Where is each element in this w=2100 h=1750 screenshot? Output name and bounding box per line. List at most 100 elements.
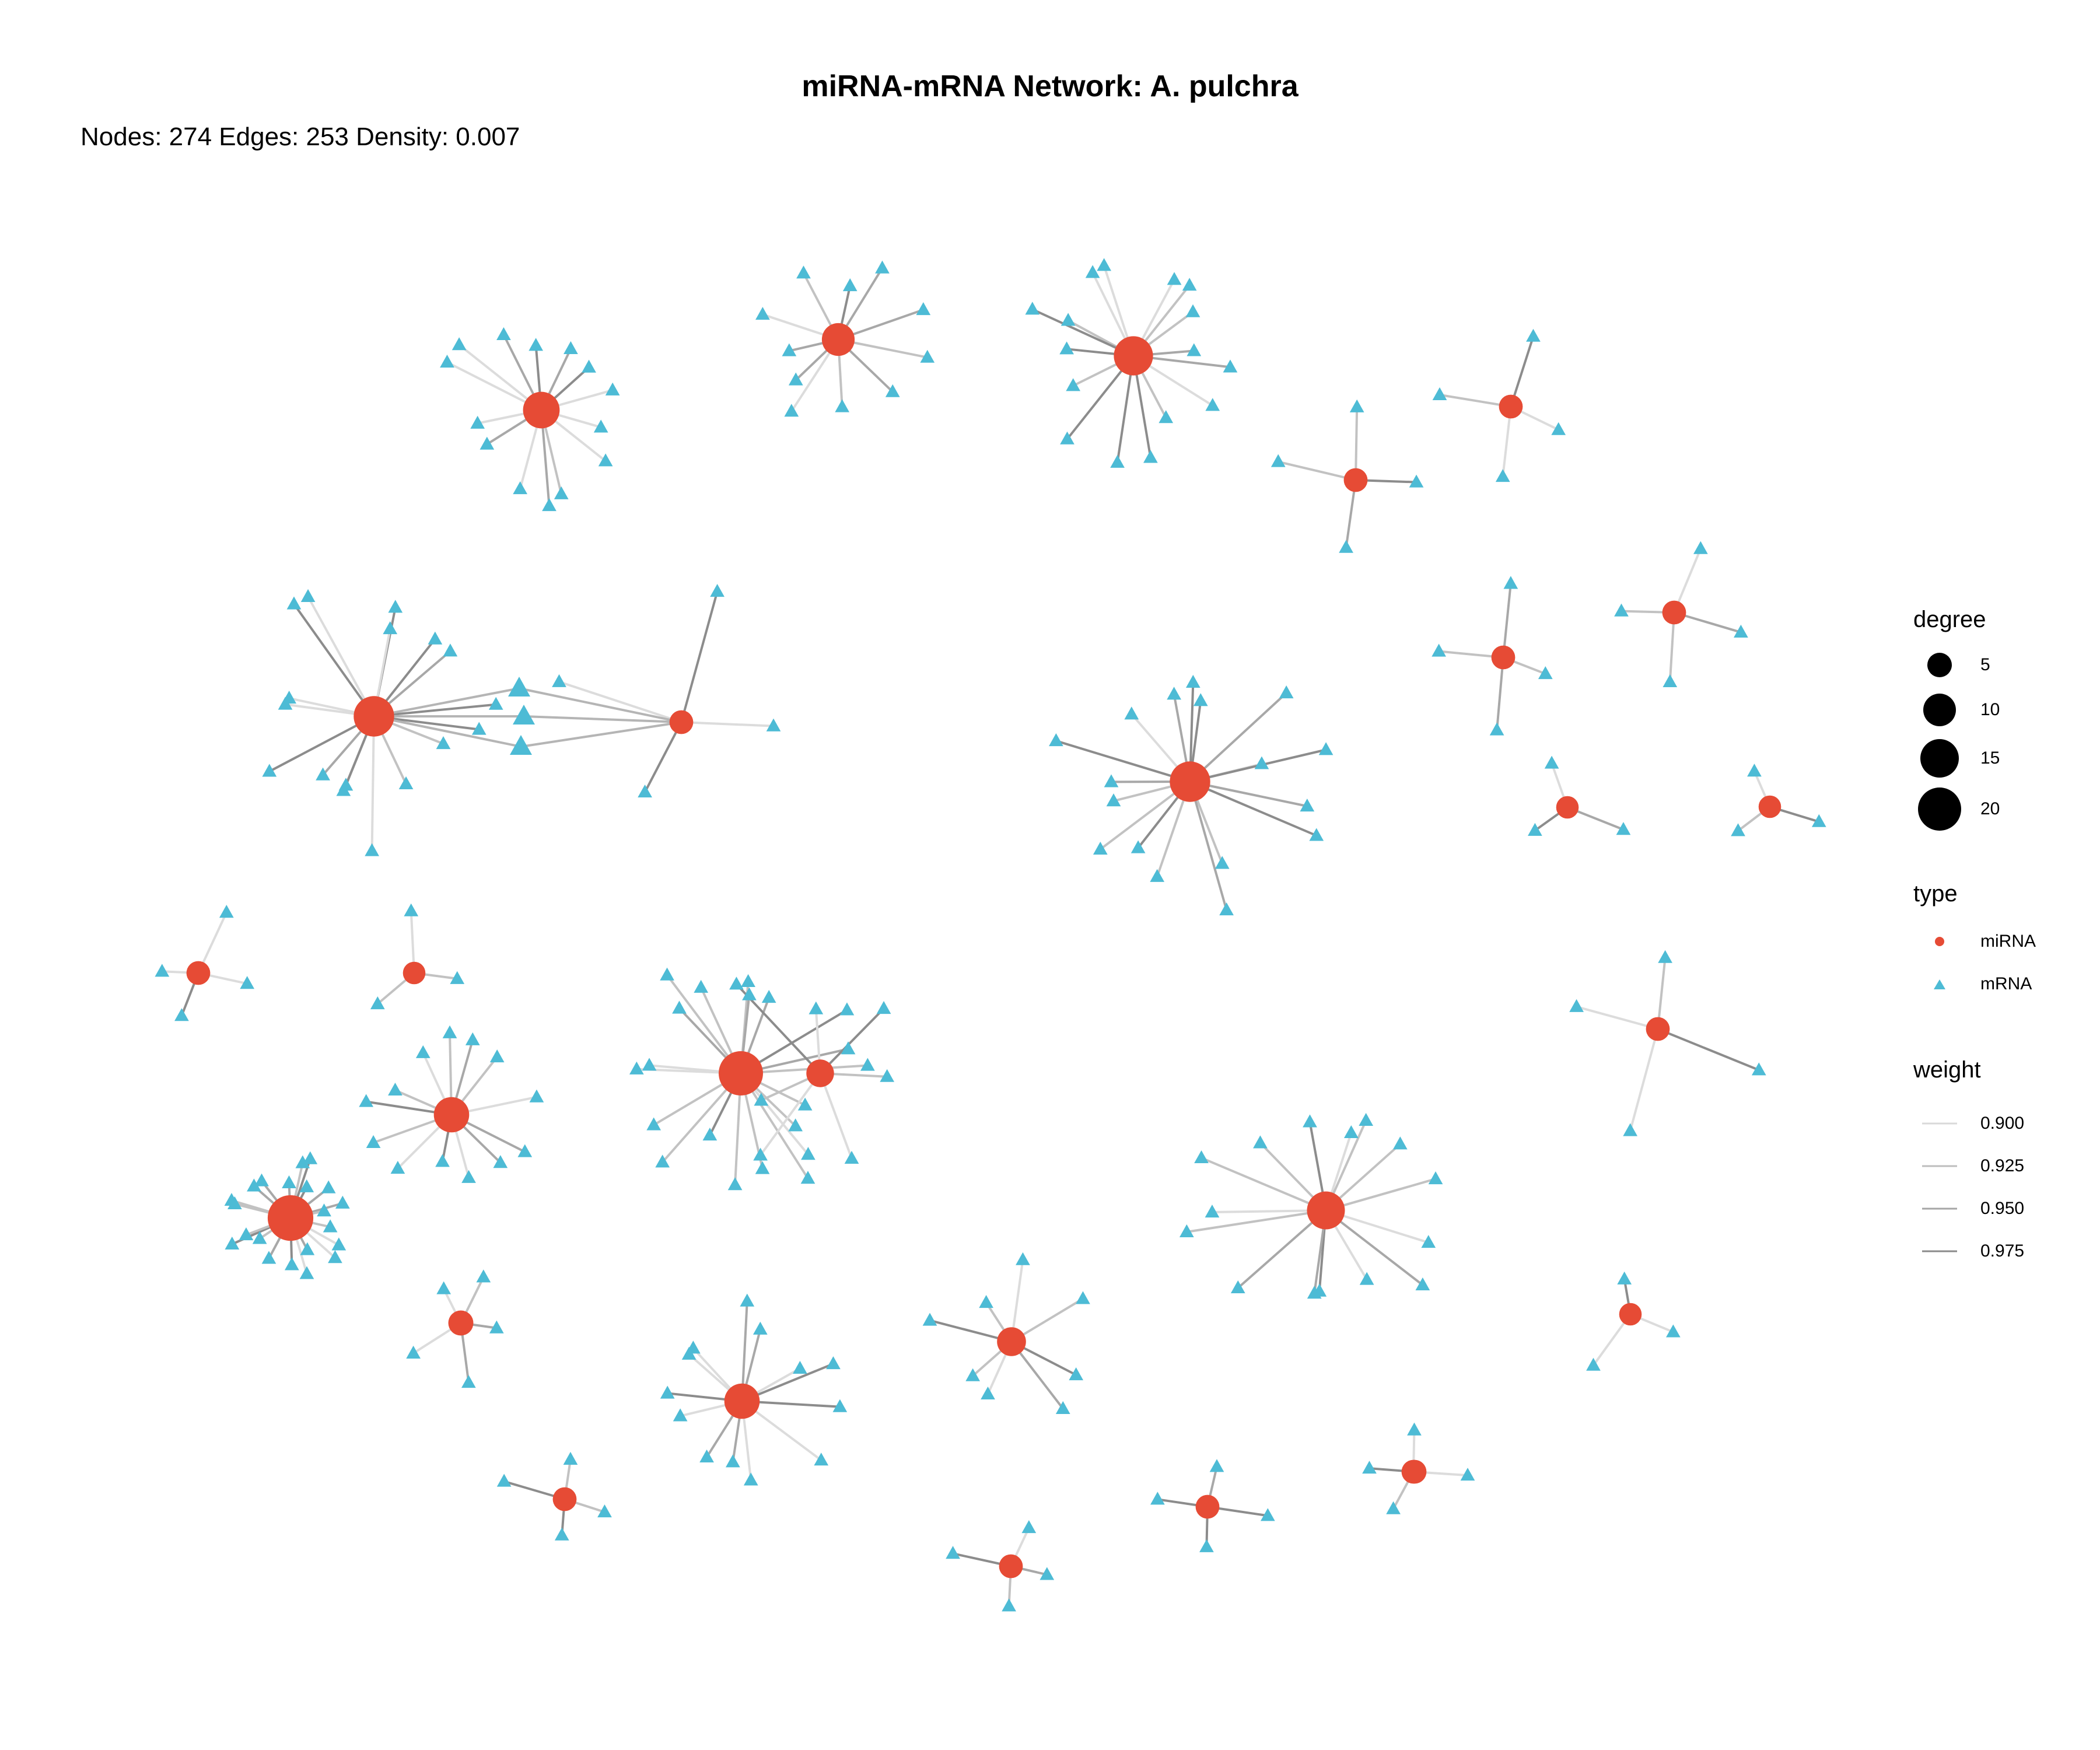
mrna-node [1489,722,1504,736]
mrna-node [440,355,454,368]
mrna-node [629,1061,644,1074]
edge [1189,780,1317,837]
mrna-node [752,1321,768,1335]
mrna-node [753,1147,768,1161]
mrna-node [1407,1422,1422,1436]
mrna-node [839,1002,855,1016]
mrna-node [510,735,532,755]
mrna-node [755,1161,770,1174]
mrna-node [359,1094,374,1107]
mrna-node [842,278,858,292]
mrna-node [365,843,379,856]
mrna-node [299,1266,314,1279]
mrna-node [1432,643,1446,657]
mirna-node [402,961,426,985]
edge [819,1073,853,1159]
mrna-node [366,1135,381,1149]
mrna-node [796,265,811,279]
mrna-node [513,705,535,724]
edge [1200,1157,1326,1212]
mrna-node [443,643,458,657]
legend-degree-key-5 [1927,653,1952,677]
mrna-node [1182,278,1197,291]
mrna-node [835,399,850,412]
mrna-node [800,1171,816,1184]
legend-mrna-key [1934,979,1945,989]
mrna-node [317,1203,331,1217]
network-stats: Nodes: 274 Edges: 253 Density: 0.007 [80,123,520,151]
mrna-node [262,764,277,777]
mrna-node [782,343,797,356]
edge [819,1007,885,1074]
mrna-node [1193,693,1208,706]
mrna-node [219,905,234,918]
mrna-node [1143,450,1158,463]
mrna-node [1343,1125,1359,1139]
mirna-node [267,1195,314,1241]
legend-weight-keys [1922,1122,1957,1252]
mrna-node [300,589,316,602]
mrna-node [660,967,674,981]
legend-type-keys [1934,937,1945,989]
mrna-node [436,1281,452,1294]
mrna-node [554,486,569,499]
mirna-node [448,1310,474,1336]
mrna-node [965,1368,981,1381]
mrna-node [299,1179,314,1192]
mrna-node [489,1049,505,1063]
mrna-node [1428,1171,1443,1185]
legend-degree-key-15 [1920,739,1959,778]
mrna-node [316,767,330,780]
mrna-node [1569,999,1584,1012]
mrna-node [1460,1468,1475,1481]
mrna-node [1066,378,1081,391]
mrna-node [1318,742,1334,755]
mrna-node [331,1237,346,1251]
mrna-node [694,979,709,993]
mirna-node [999,1554,1023,1578]
edge [1502,583,1512,658]
mrna-node [832,1399,848,1412]
mrna-node [981,1386,995,1400]
mrna-node [761,990,776,1003]
mrna-node [489,1320,504,1334]
edge [1657,1028,1760,1072]
mrna-node [1811,814,1826,827]
mrna-node [1219,902,1234,916]
mrna-node [1185,674,1200,688]
mrna-node [740,1293,755,1307]
mrna-node [1179,1224,1194,1237]
mrna-node [1185,304,1200,317]
mrna-node [1300,798,1315,812]
mirna-node [552,1487,577,1511]
mrna-node [1076,1291,1090,1304]
mrna-node [1421,1235,1436,1248]
mrna-node [1544,755,1559,769]
legend-weight-label: 0.975 [1980,1241,2025,1261]
mrna-node [461,1170,476,1183]
mrna-node [1503,576,1518,589]
mirna-node [1402,1460,1427,1484]
mrna-node [174,1008,189,1021]
legend-degree-label: 20 [1980,799,2000,818]
edge [1237,1209,1327,1289]
mirna-node [186,961,211,985]
mrna-node [755,307,770,320]
mirna-node [523,391,560,429]
mrna-node [508,677,530,696]
edge [643,722,682,793]
mrna-node [1528,822,1542,836]
mirna-node [997,1327,1026,1356]
mrna-node [885,384,900,397]
mrna-node [239,1227,254,1241]
mrna-node [1617,1271,1632,1284]
mrna-node [461,1375,476,1388]
edge [370,716,375,851]
mrna-node [1106,793,1121,807]
mrna-node [247,1178,261,1192]
edge [1278,460,1356,481]
mrna-node [1205,1204,1220,1218]
legend: degree 5 10 15 20 type miRNA mRNA weight… [1913,607,2088,1272]
edge [680,591,719,723]
